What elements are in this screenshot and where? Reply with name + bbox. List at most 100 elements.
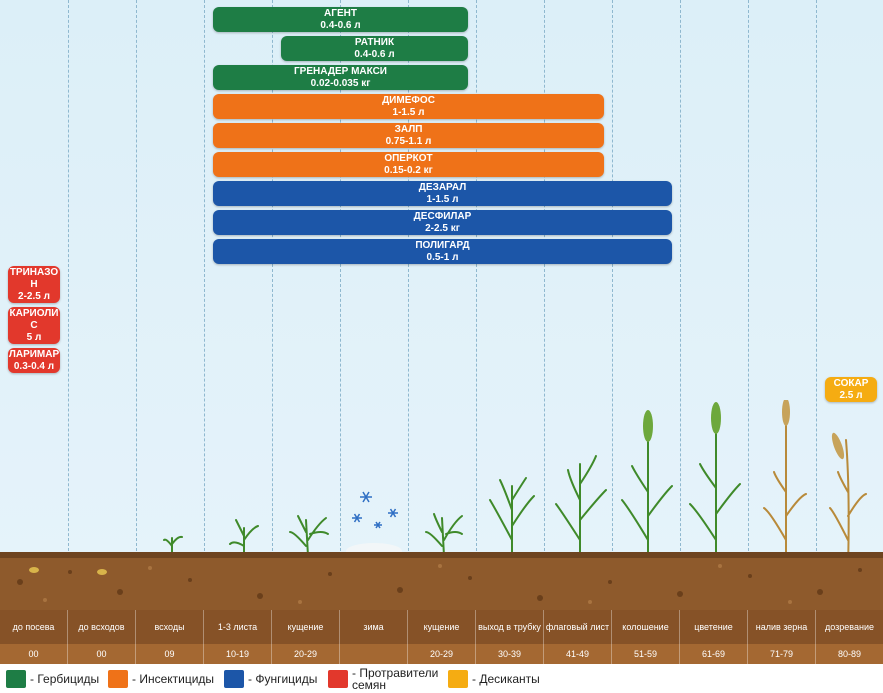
stage-divider	[68, 0, 69, 556]
legend-label: - Протравители семян	[352, 666, 439, 692]
product-trinazon[interactable]: ТРИНАЗО Н 2-2.5 л	[8, 266, 60, 303]
product-dose: 0.3-0.4 л	[13, 360, 55, 372]
blue-square-icon	[224, 670, 244, 688]
product-dose: 0.75-1.1 л	[385, 135, 432, 147]
stage-name: цветение	[680, 610, 748, 644]
stage-code: 71-79	[748, 644, 816, 664]
stage-name: зима	[340, 610, 408, 644]
stage-divider	[680, 0, 681, 556]
stage-code: 30-39	[476, 644, 544, 664]
legend-item-herbicides: - Гербициды	[6, 669, 99, 689]
product-name-line2: Н	[30, 278, 38, 290]
product-dose: 2.5 л	[839, 389, 863, 401]
product-name: ОПЕРКОТ	[384, 152, 433, 164]
stage-code: 10-19	[204, 644, 272, 664]
stage-name: всходы	[136, 610, 204, 644]
product-name-line1: КАРИОЛИ	[9, 307, 59, 319]
stage-code: 00	[0, 644, 68, 664]
stage-divider	[272, 0, 273, 556]
stage-code: 20-29	[408, 644, 476, 664]
product-dimefos[interactable]: ДИМЕФОС 1-1.5 л	[213, 94, 604, 119]
green-square-icon	[6, 670, 26, 688]
product-name: ДЕСФИЛАР	[413, 210, 472, 222]
product-larimar[interactable]: ЛАРИМАР 0.3-0.4 л	[8, 348, 60, 373]
sky-background	[0, 0, 883, 556]
stage-divider	[544, 0, 545, 556]
stage-name: кущение	[272, 610, 340, 644]
product-name: СОКАР	[833, 377, 869, 389]
stage-name: до всходов	[68, 610, 136, 644]
stage-name: кущение	[408, 610, 476, 644]
stage-code: 61-69	[680, 644, 748, 664]
stage-code: 41-49	[544, 644, 612, 664]
stage-code	[340, 644, 408, 664]
stage-name: дозревание	[825, 621, 874, 632]
product-desfilar[interactable]: ДЕСФИЛАР 2-2.5 кг	[213, 210, 672, 235]
product-dose: 2-2.5 кг	[425, 222, 460, 234]
product-agent[interactable]: АГЕНТ 0.4-0.6 л	[213, 7, 468, 32]
product-name: ПОЛИГАРД	[415, 239, 470, 251]
product-dose: 0.5-1 л	[426, 251, 459, 263]
stage-name: выход в трубку	[476, 610, 544, 644]
product-dose: 0.15-0.2 кг	[384, 164, 433, 176]
stage-code-row: 00 00 09 10-19 20-29 20-29 30-39 41-49 5…	[0, 644, 883, 664]
product-dose: 0.4-0.6 л	[354, 48, 395, 60]
stage-divider	[816, 0, 817, 556]
product-name-line1: ТРИНАЗО	[9, 266, 59, 278]
legend-item-desiccants: - Десиканты	[448, 669, 540, 689]
product-sokar[interactable]: СОКАР 2.5 л	[825, 377, 877, 402]
stage-name: флаговый лист	[544, 610, 612, 644]
legend-item-seed-treatment: - Протравители семян	[328, 666, 444, 692]
product-poligard[interactable]: ПОЛИГАРД 0.5-1 л	[213, 239, 672, 264]
stage-divider	[612, 0, 613, 556]
stage-code: 51-59	[612, 644, 680, 664]
stage-divider	[340, 0, 341, 556]
product-dose: 2-2.5 л	[18, 290, 50, 302]
product-dose: 0.02-0.035 кг	[310, 77, 371, 89]
stage-code: 00	[68, 644, 136, 664]
stage-name: до посева	[0, 610, 68, 644]
stage-divider	[408, 0, 409, 556]
orange-square-icon	[108, 670, 128, 688]
stage-divider	[136, 0, 137, 556]
stage-code: 09	[136, 644, 204, 664]
product-ratnik[interactable]: РАТНИК 0.4-0.6 л	[281, 36, 468, 61]
stage-name: колошение	[612, 610, 680, 644]
product-name: ГРЕНАДЕР МАКСИ	[294, 65, 387, 77]
product-name: АГЕНТ	[324, 7, 357, 19]
stage-code: 20-29	[272, 644, 340, 664]
product-name: ДИМЕФОС	[382, 94, 435, 106]
product-dose: 5 л	[26, 331, 42, 343]
legend: - Гербициды - Инсектициды - Фунгициды - …	[0, 664, 883, 693]
product-name: ДЕЗАРАЛ	[418, 181, 467, 193]
product-dezaral[interactable]: ДЕЗАРАЛ 1-1.5 л	[213, 181, 672, 206]
product-name: ЛАРИМАР	[8, 348, 60, 360]
product-name-line2: С	[30, 319, 38, 331]
product-operkot[interactable]: ОПЕРКОТ 0.15-0.2 кг	[213, 152, 604, 177]
wheat-growth-illustration	[163, 400, 867, 569]
product-grenader-maxi[interactable]: ГРЕНАДЕР МАКСИ 0.02-0.035 кг	[213, 65, 468, 90]
product-dose: 1-1.5 л	[392, 106, 425, 118]
product-name: РАТНИК	[354, 36, 395, 48]
red-square-icon	[328, 670, 348, 688]
product-karioli[interactable]: КАРИОЛИ С 5 л	[8, 307, 60, 344]
stage-name: налив зерна	[748, 610, 816, 644]
stage-code: 80-89	[837, 648, 862, 659]
product-name: ЗАЛП	[394, 123, 423, 135]
legend-item-fungicides: - Фунгициды	[224, 669, 317, 689]
legend-label: - Инсектициды	[132, 672, 215, 686]
legend-label: - Гербициды	[30, 672, 100, 686]
legend-label: - Фунгициды	[248, 672, 318, 686]
legend-item-insecticides: - Инсектициды	[108, 669, 214, 689]
product-dose: 0.4-0.6 л	[320, 19, 361, 31]
stage-divider	[748, 0, 749, 556]
growth-stage-row: до посева до всходов всходы 1-3 листа ку…	[0, 610, 883, 644]
product-zalp[interactable]: ЗАЛП 0.75-1.1 л	[213, 123, 604, 148]
stage-divider	[204, 0, 205, 556]
yellow-square-icon	[448, 670, 468, 688]
soil-ground	[0, 552, 883, 610]
stage-name: 1-3 листа	[204, 610, 272, 644]
stage-divider	[476, 0, 477, 556]
legend-label: - Десиканты	[472, 672, 540, 686]
